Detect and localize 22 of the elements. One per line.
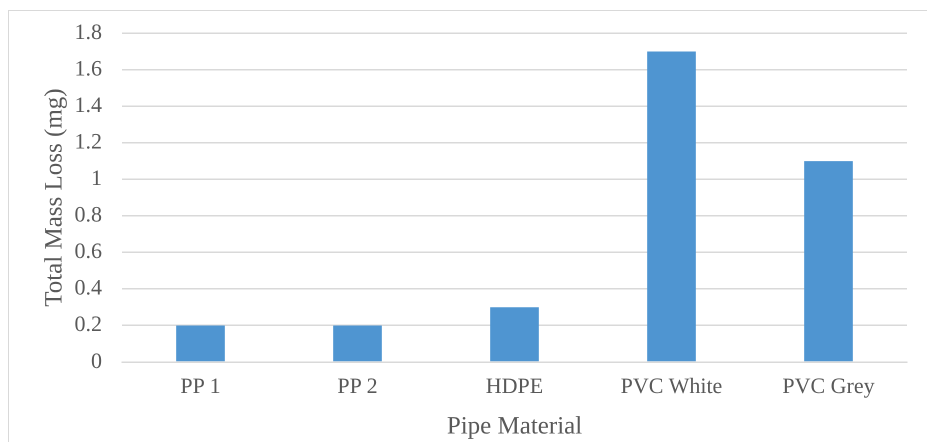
bar — [176, 325, 225, 362]
bar — [333, 325, 382, 362]
bar — [647, 51, 696, 362]
x-tick-label: PP 1 — [180, 372, 221, 398]
y-tick-label: 1.2 — [74, 128, 102, 154]
x-tick-label: PP 2 — [337, 372, 378, 398]
x-tick-label: PVC Grey — [782, 372, 875, 398]
y-axis-title: Total Mass Loss (mg) — [40, 88, 68, 307]
y-tick-label: 1.6 — [74, 56, 102, 81]
bar — [804, 161, 853, 362]
y-tick-label: 0.2 — [74, 311, 102, 336]
y-tick-label: 1.4 — [74, 92, 102, 118]
y-tick-label: 0.8 — [74, 202, 102, 227]
bar — [490, 307, 539, 362]
y-tick-label: 0.6 — [74, 238, 102, 264]
x-axis-title: Pipe Material — [446, 412, 582, 440]
x-tick-label: HDPE — [486, 372, 544, 398]
x-tick-label: PVC White — [620, 372, 722, 398]
y-tick-label: 1 — [91, 165, 102, 190]
y-tick-label: 0.4 — [74, 274, 102, 300]
y-tick-label: 0 — [91, 348, 102, 373]
y-tick-label: 1.8 — [74, 18, 102, 44]
